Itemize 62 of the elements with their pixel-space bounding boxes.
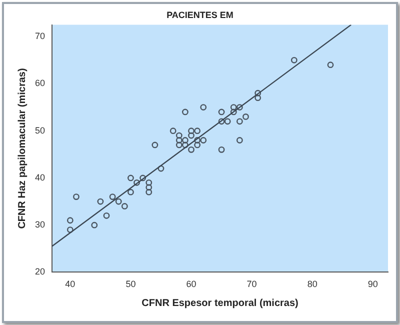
point: [254, 90, 262, 96]
point: [140, 174, 146, 182]
point: [327, 62, 334, 68]
y-axis-title: CFNR Haz papilomacular (micras): [16, 68, 28, 229]
y-tick-label: 70: [34, 31, 46, 42]
x-tick-label: 60: [186, 279, 196, 290]
point: [194, 137, 201, 144]
point: [182, 142, 188, 148]
point: [290, 56, 298, 64]
point: [218, 118, 225, 125]
point: [200, 104, 207, 110]
point: [176, 137, 182, 144]
point: [170, 128, 176, 134]
point: [218, 108, 225, 116]
point: [158, 165, 164, 172]
y-tick-label: 40: [34, 172, 46, 182]
point: [121, 203, 128, 210]
point: [115, 198, 122, 205]
point: [200, 137, 207, 144]
x-tick-label: 40: [65, 279, 76, 290]
point: [236, 137, 243, 144]
point: [66, 226, 74, 233]
point: [224, 118, 231, 125]
point: [236, 118, 243, 125]
point: [152, 142, 158, 148]
point: [97, 198, 104, 205]
point: [134, 179, 140, 186]
point: [91, 222, 98, 228]
point: [188, 146, 194, 153]
point: [109, 194, 116, 200]
point: [176, 142, 182, 148]
point: [254, 94, 262, 102]
y-tick-label: 30: [34, 220, 46, 230]
x-axis-title: CFNR Espesor temporal (micras): [142, 298, 298, 309]
y-tick-label: 50: [34, 125, 46, 136]
point: [236, 104, 243, 110]
point: [146, 184, 152, 191]
point: [128, 188, 134, 196]
y-tick-label: 60: [34, 78, 46, 88]
x-tick-label: 50: [126, 279, 136, 290]
point: [103, 212, 110, 219]
point: [66, 217, 74, 224]
point: [182, 108, 188, 116]
point: [242, 113, 249, 120]
point: [176, 132, 182, 139]
y-tick-label: 20: [34, 266, 46, 277]
point: [146, 188, 152, 196]
point: [188, 128, 194, 134]
point: [128, 174, 134, 182]
point: [218, 146, 225, 153]
point: [146, 179, 152, 186]
point: [73, 194, 80, 200]
x-tick-label: 80: [307, 279, 318, 290]
point: [188, 132, 194, 139]
x-tick-label: 70: [246, 279, 257, 290]
point: [194, 128, 201, 134]
point: [230, 104, 237, 110]
x-tick-label: 90: [368, 279, 378, 290]
point: [182, 137, 188, 144]
point: [230, 108, 237, 116]
chart-title: PACIENTES EM: [166, 10, 234, 20]
point: [194, 142, 201, 148]
